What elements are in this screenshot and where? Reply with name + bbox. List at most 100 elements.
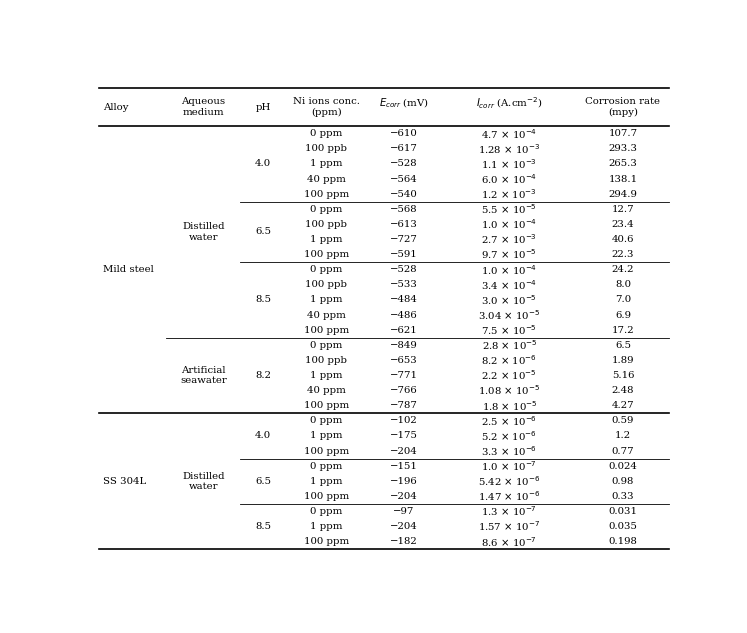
Text: 0.031: 0.031 (609, 507, 637, 516)
Text: 0.77: 0.77 (612, 446, 634, 456)
Text: 2.8 $\times$ 10$^{-5}$: 2.8 $\times$ 10$^{-5}$ (482, 339, 537, 352)
Text: 7.5 $\times$ 10$^{-5}$: 7.5 $\times$ 10$^{-5}$ (481, 323, 537, 337)
Text: 23.4: 23.4 (612, 220, 634, 229)
Text: 100 ppm: 100 ppm (304, 401, 349, 410)
Text: 0.33: 0.33 (612, 492, 634, 501)
Text: 24.2: 24.2 (612, 265, 634, 274)
Text: 0 ppm: 0 ppm (310, 417, 342, 425)
Text: 4.27: 4.27 (612, 401, 634, 410)
Text: −528: −528 (391, 265, 418, 274)
Text: −204: −204 (390, 446, 418, 456)
Text: 1 ppm: 1 ppm (310, 371, 343, 380)
Text: −653: −653 (390, 356, 418, 365)
Text: 1.47 $\times$ 10$^{-6}$: 1.47 $\times$ 10$^{-6}$ (478, 489, 540, 503)
Text: 1.08 $\times$ 10$^{-5}$: 1.08 $\times$ 10$^{-5}$ (478, 384, 540, 398)
Text: 1.3 $\times$ 10$^{-7}$: 1.3 $\times$ 10$^{-7}$ (481, 505, 537, 518)
Text: 4.0: 4.0 (255, 432, 271, 441)
Text: 1.89: 1.89 (612, 356, 634, 365)
Text: 1 ppm: 1 ppm (310, 235, 343, 244)
Text: 1.2 $\times$ 10$^{-3}$: 1.2 $\times$ 10$^{-3}$ (481, 187, 537, 201)
Text: −204: −204 (390, 522, 418, 531)
Text: 0 ppm: 0 ppm (310, 507, 342, 516)
Text: 1 ppm: 1 ppm (310, 522, 343, 531)
Text: 6.9: 6.9 (615, 311, 631, 320)
Text: 138.1: 138.1 (608, 175, 637, 184)
Text: 3.3 $\times$ 10$^{-6}$: 3.3 $\times$ 10$^{-6}$ (481, 444, 537, 458)
Text: 1.0 $\times$ 10$^{-4}$: 1.0 $\times$ 10$^{-4}$ (481, 263, 537, 277)
Text: −486: −486 (390, 311, 418, 320)
Text: 100 ppm: 100 ppm (304, 492, 349, 501)
Text: 0.59: 0.59 (612, 417, 634, 425)
Text: −621: −621 (390, 325, 418, 335)
Text: 0.035: 0.035 (609, 522, 637, 531)
Text: −766: −766 (390, 386, 418, 395)
Text: −175: −175 (390, 432, 418, 441)
Text: 0 ppm: 0 ppm (310, 265, 342, 274)
Text: 6.0 $\times$ 10$^{-4}$: 6.0 $\times$ 10$^{-4}$ (481, 172, 537, 186)
Text: 40 ppm: 40 ppm (307, 386, 346, 395)
Text: −204: −204 (390, 492, 418, 501)
Text: 1.8 $\times$ 10$^{-5}$: 1.8 $\times$ 10$^{-5}$ (482, 399, 537, 413)
Text: 1.0 $\times$ 10$^{-7}$: 1.0 $\times$ 10$^{-7}$ (481, 459, 537, 473)
Text: 1 ppm: 1 ppm (310, 160, 343, 168)
Text: 5.2 $\times$ 10$^{-6}$: 5.2 $\times$ 10$^{-6}$ (481, 429, 537, 443)
Text: −771: −771 (390, 371, 418, 380)
Text: −196: −196 (390, 477, 418, 486)
Text: 6.5: 6.5 (255, 477, 271, 486)
Text: −182: −182 (390, 537, 418, 546)
Text: 1 ppm: 1 ppm (310, 477, 343, 486)
Text: 107.7: 107.7 (608, 129, 637, 138)
Text: 100 ppm: 100 ppm (304, 446, 349, 456)
Text: 2.5 $\times$ 10$^{-6}$: 2.5 $\times$ 10$^{-6}$ (481, 414, 537, 428)
Text: 0 ppm: 0 ppm (310, 341, 342, 350)
Text: 12.7: 12.7 (612, 204, 634, 214)
Text: 100 ppm: 100 ppm (304, 325, 349, 335)
Text: 100 ppm: 100 ppm (304, 537, 349, 546)
Text: 4.7 $\times$ 10$^{-4}$: 4.7 $\times$ 10$^{-4}$ (481, 127, 537, 141)
Text: Artificial
seawater: Artificial seawater (180, 366, 226, 385)
Text: 8.6 $\times$ 10$^{-7}$: 8.6 $\times$ 10$^{-7}$ (481, 535, 537, 549)
Text: −528: −528 (391, 160, 418, 168)
Text: 100 ppb: 100 ppb (306, 144, 347, 153)
Text: −613: −613 (390, 220, 418, 229)
Text: Corrosion rate
(mpy): Corrosion rate (mpy) (586, 97, 660, 117)
Text: 9.7 $\times$ 10$^{-5}$: 9.7 $\times$ 10$^{-5}$ (481, 248, 537, 261)
Text: 100 ppb: 100 ppb (306, 220, 347, 229)
Text: 2.48: 2.48 (612, 386, 634, 395)
Text: 3.04 $\times$ 10$^{-5}$: 3.04 $\times$ 10$^{-5}$ (478, 308, 540, 322)
Text: pH: pH (255, 103, 271, 111)
Text: 1.57 $\times$ 10$^{-7}$: 1.57 $\times$ 10$^{-7}$ (478, 520, 540, 534)
Text: −540: −540 (390, 190, 418, 199)
Text: 5.42 $\times$ 10$^{-6}$: 5.42 $\times$ 10$^{-6}$ (478, 474, 540, 488)
Text: 0.198: 0.198 (609, 537, 637, 546)
Text: SS 304L: SS 304L (102, 477, 146, 486)
Text: −97: −97 (394, 507, 415, 516)
Text: 100 ppb: 100 ppb (306, 280, 347, 289)
Text: −787: −787 (390, 401, 418, 410)
Text: 40 ppm: 40 ppm (307, 311, 346, 320)
Text: 8.2: 8.2 (255, 371, 271, 380)
Text: −102: −102 (390, 417, 418, 425)
Text: Mild steel: Mild steel (102, 265, 153, 274)
Text: 0.98: 0.98 (612, 477, 634, 486)
Text: 8.5: 8.5 (255, 296, 271, 304)
Text: Ni ions conc.
(ppm): Ni ions conc. (ppm) (293, 97, 360, 117)
Text: 0 ppm: 0 ppm (310, 129, 342, 138)
Text: 8.5: 8.5 (255, 522, 271, 531)
Text: 100 ppb: 100 ppb (306, 356, 347, 365)
Text: 5.5 $\times$ 10$^{-5}$: 5.5 $\times$ 10$^{-5}$ (481, 203, 537, 216)
Text: 3.4 $\times$ 10$^{-4}$: 3.4 $\times$ 10$^{-4}$ (481, 278, 537, 292)
Text: 22.3: 22.3 (612, 250, 634, 259)
Text: 0 ppm: 0 ppm (310, 204, 342, 214)
Text: 2.7 $\times$ 10$^{-3}$: 2.7 $\times$ 10$^{-3}$ (481, 232, 537, 246)
Text: −533: −533 (390, 280, 418, 289)
Text: −849: −849 (390, 341, 418, 350)
Text: Aqueous
medium: Aqueous medium (182, 97, 226, 117)
Text: 1.28 $\times$ 10$^{-3}$: 1.28 $\times$ 10$^{-3}$ (478, 142, 540, 156)
Text: $I_{corr}$ (A.cm$^{-2}$): $I_{corr}$ (A.cm$^{-2}$) (476, 96, 542, 111)
Text: 0.024: 0.024 (609, 461, 637, 470)
Text: 100 ppm: 100 ppm (304, 190, 349, 199)
Text: 1.0 $\times$ 10$^{-4}$: 1.0 $\times$ 10$^{-4}$ (481, 218, 537, 231)
Text: 0 ppm: 0 ppm (310, 461, 342, 470)
Text: 293.3: 293.3 (609, 144, 637, 153)
